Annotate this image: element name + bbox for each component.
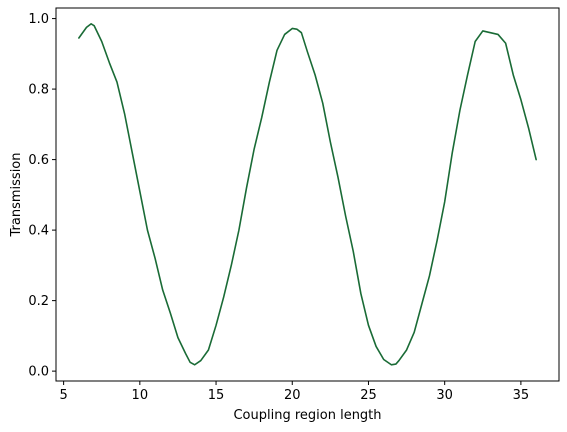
x-axis-ticks: 5 10 15 20 25 30 35	[59, 381, 529, 403]
x-tick-label: 5	[59, 388, 67, 403]
x-tick-label: 30	[436, 388, 453, 403]
x-tick-label: 20	[284, 388, 301, 403]
x-tick-label: 15	[208, 388, 225, 403]
series-layer	[78, 23, 537, 366]
y-tick-label: 0.4	[28, 224, 49, 239]
y-tick-label: 0.8	[28, 83, 49, 98]
y-tick-label: 0.2	[28, 294, 49, 309]
y-axis-ticks: 0.0 0.2 0.4 0.6 0.8 1.0	[28, 12, 56, 380]
y-axis-label: Transmission	[9, 153, 24, 238]
y-tick-label: 1.0	[28, 12, 49, 27]
x-tick-label: 10	[132, 388, 149, 403]
x-axis-label: Coupling region length	[233, 408, 381, 423]
y-tick-label: 0.0	[28, 365, 49, 380]
x-tick-label: 35	[513, 388, 530, 403]
y-tick-label: 0.6	[28, 153, 49, 168]
x-tick-label: 25	[360, 388, 377, 403]
transmission-series-line	[78, 23, 537, 366]
plot-frame	[55, 7, 560, 382]
